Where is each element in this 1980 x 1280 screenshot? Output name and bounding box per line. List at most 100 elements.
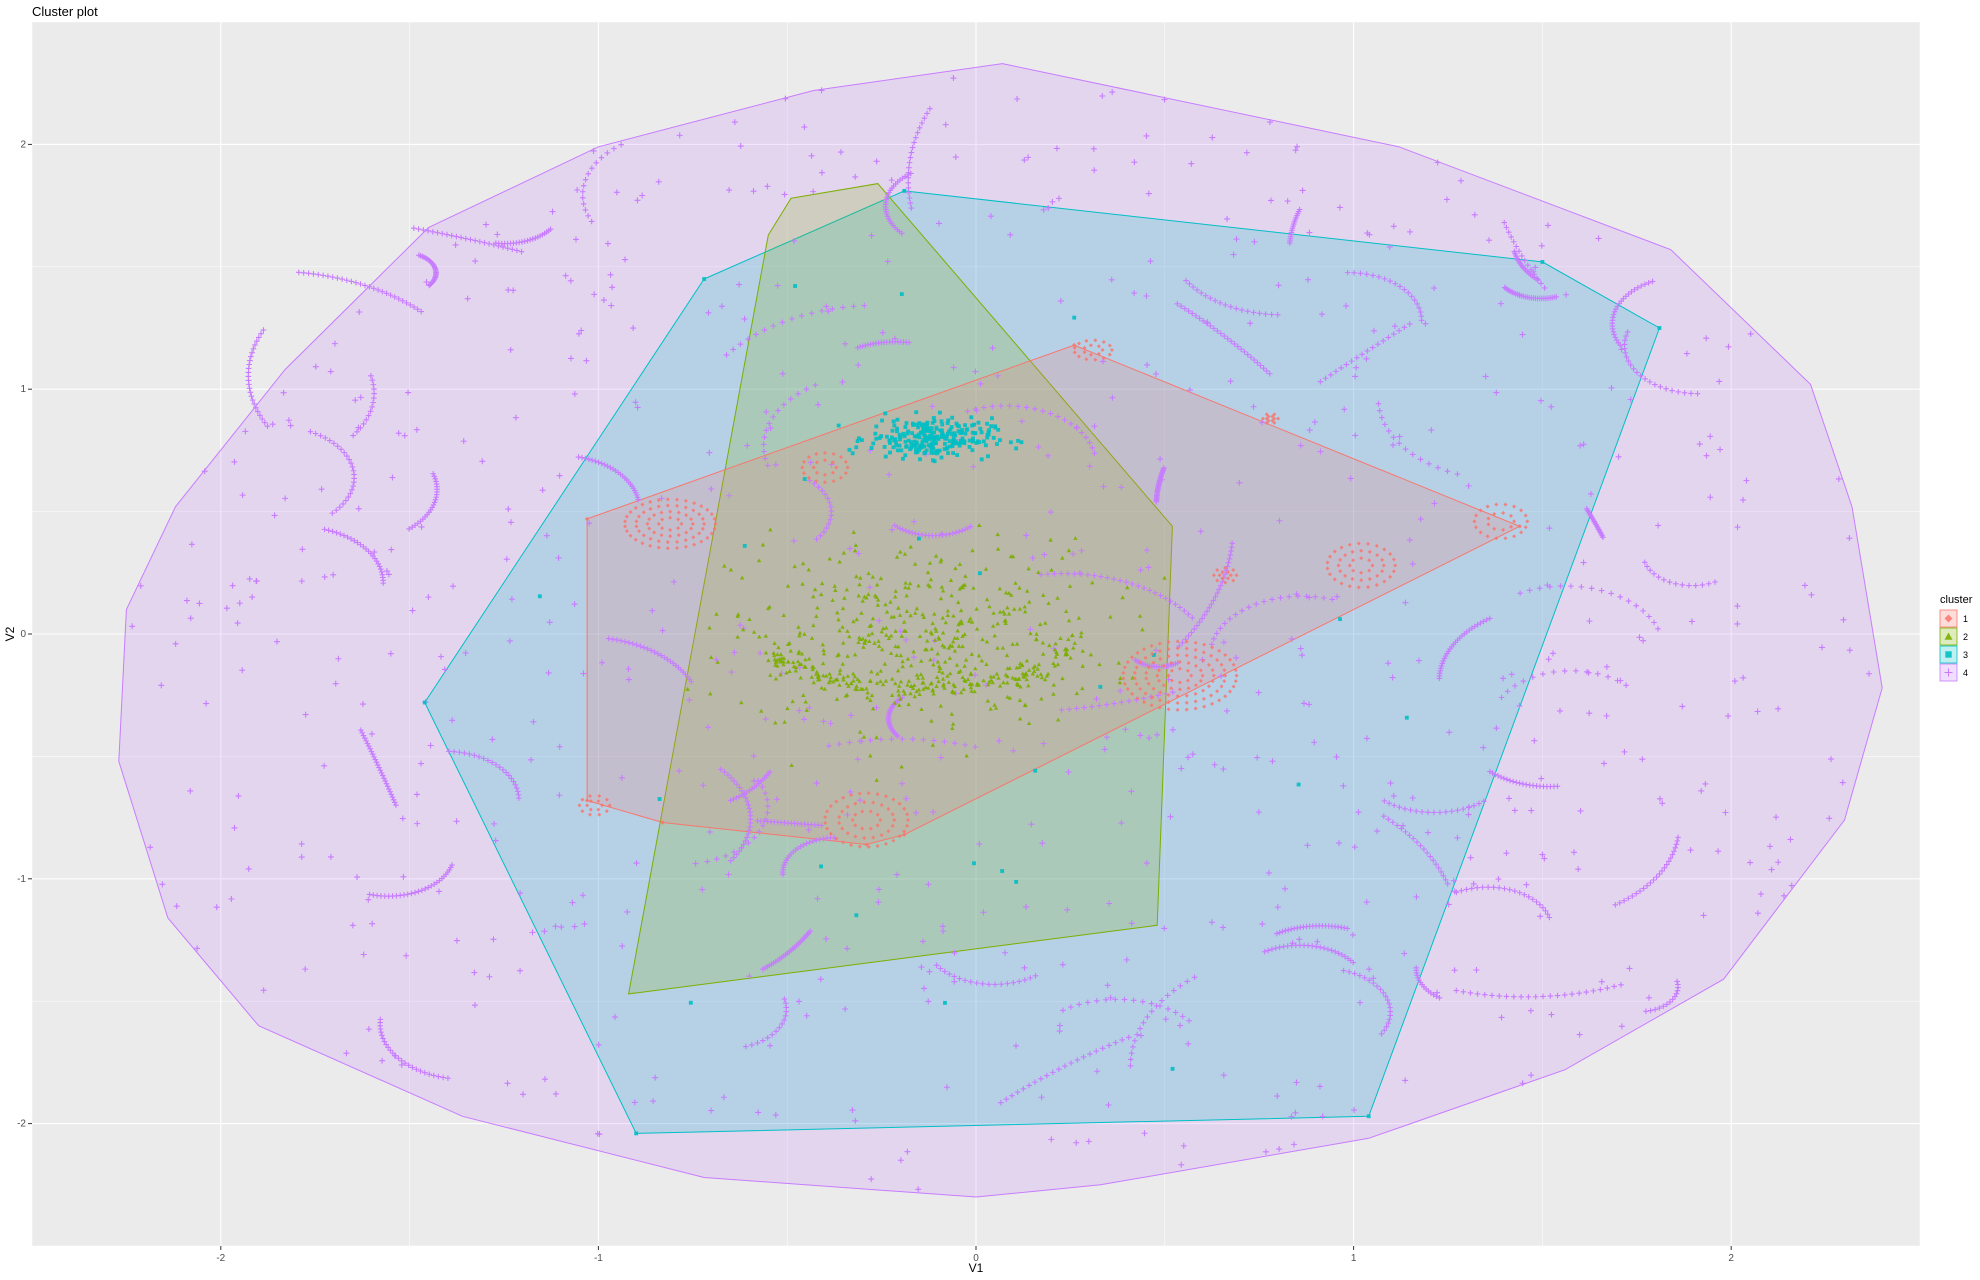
point-cluster-4 — [1647, 880, 1654, 886]
point-cluster-2 — [841, 677, 846, 682]
point-cluster-4 — [333, 507, 340, 514]
point-cluster-4 — [1508, 671, 1515, 678]
point-cluster-3 — [873, 431, 878, 436]
point-cluster-1 — [1350, 549, 1355, 554]
point-cluster-4 — [1687, 847, 1694, 854]
point-cluster-4 — [1390, 331, 1397, 337]
point-cluster-1 — [814, 470, 819, 475]
point-cluster-4 — [812, 382, 819, 388]
point-cluster-2 — [806, 656, 812, 661]
point-cluster-4 — [1641, 559, 1648, 566]
point-cluster-1 — [1276, 416, 1281, 421]
point-cluster-1 — [1138, 660, 1143, 665]
point-cluster-4 — [460, 438, 467, 445]
point-cluster-2 — [795, 659, 801, 664]
point-cluster-2 — [952, 648, 958, 653]
point-cluster-4 — [751, 834, 758, 841]
point-cluster-4 — [1635, 285, 1641, 291]
point-cluster-4 — [1197, 528, 1204, 535]
point-cluster-4 — [384, 783, 391, 790]
point-cluster-2 — [787, 669, 792, 674]
point-cluster-2 — [798, 661, 804, 666]
point-cluster-2 — [1117, 680, 1123, 685]
point-cluster-4 — [395, 1055, 402, 1062]
point-cluster-4 — [578, 327, 585, 334]
point-cluster-4 — [770, 323, 777, 329]
point-cluster-2 — [1020, 671, 1025, 676]
point-cluster-4 — [760, 1037, 766, 1044]
point-cluster-3 — [953, 439, 958, 444]
point-cluster-1 — [1157, 649, 1162, 654]
point-cluster-2 — [790, 699, 795, 704]
point-cluster-4 — [1454, 834, 1461, 841]
point-cluster-3 — [951, 435, 956, 440]
point-cluster-4 — [639, 192, 646, 199]
point-cluster-4 — [1055, 413, 1061, 420]
point-cluster-4 — [1454, 471, 1461, 477]
point-cluster-1 — [1523, 513, 1528, 518]
point-cluster-1 — [1338, 569, 1343, 574]
point-cluster-4 — [595, 1041, 602, 1048]
point-cluster-4 — [726, 492, 733, 499]
point-cluster-4 — [781, 401, 787, 408]
point-cluster-4 — [731, 849, 737, 855]
point-cluster-4 — [1058, 570, 1064, 577]
point-cluster-2 — [870, 706, 876, 711]
point-cluster-2 — [899, 633, 904, 638]
point-cluster-2 — [785, 583, 791, 588]
point-cluster-2 — [708, 691, 713, 696]
point-cluster-1 — [597, 812, 602, 817]
point-cluster-4 — [1129, 581, 1136, 587]
point-cluster-2 — [875, 671, 880, 676]
point-cluster-2 — [802, 631, 807, 636]
point-cluster-4 — [415, 226, 422, 232]
point-cluster-2 — [969, 619, 975, 624]
point-cluster-2 — [819, 685, 824, 690]
point-cluster-2 — [773, 676, 779, 681]
point-cluster-4 — [1093, 1048, 1100, 1054]
point-cluster-4 — [1377, 986, 1384, 993]
point-cluster-4 — [411, 304, 417, 310]
point-cluster-4 — [343, 277, 350, 284]
point-cluster-1 — [830, 460, 835, 465]
point-cluster-4 — [1010, 747, 1017, 754]
point-cluster-1 — [1150, 695, 1155, 700]
point-cluster-4 — [757, 650, 764, 657]
point-cluster-1 — [862, 835, 867, 840]
point-cluster-4 — [1041, 551, 1048, 558]
point-cluster-4 — [1715, 848, 1722, 855]
point-cluster-3 — [970, 439, 975, 444]
point-cluster-4 — [1274, 1093, 1281, 1100]
point-cluster-2 — [747, 617, 752, 622]
point-cluster-1 — [1382, 547, 1387, 552]
point-cluster-3 — [879, 434, 884, 439]
point-cluster-2 — [856, 640, 861, 645]
point-cluster-4 — [1224, 215, 1231, 222]
point-cluster-3 — [978, 426, 983, 431]
point-cluster-3 — [943, 436, 948, 441]
point-cluster-4 — [579, 195, 586, 201]
point-cluster-4 — [1032, 406, 1038, 412]
point-cluster-1 — [1082, 350, 1087, 355]
point-cluster-1 — [1222, 668, 1227, 673]
point-cluster-4 — [471, 969, 478, 976]
point-cluster-2 — [950, 726, 955, 731]
point-cluster-4 — [1167, 813, 1174, 820]
point-cluster-3 — [969, 415, 974, 420]
point-cluster-4 — [370, 381, 377, 388]
point-cluster-4 — [330, 571, 337, 578]
point-cluster-4 — [331, 440, 337, 447]
point-cluster-4 — [1627, 362, 1634, 368]
point-cluster-4 — [1375, 341, 1381, 347]
point-cluster-4 — [229, 582, 236, 589]
point-cluster-4 — [1586, 710, 1593, 717]
point-cluster-4 — [1147, 258, 1154, 265]
point-cluster-4 — [1686, 582, 1692, 589]
point-cluster-3 — [954, 421, 959, 426]
point-cluster-2 — [1090, 580, 1095, 585]
point-cluster-4 — [379, 772, 386, 779]
point-cluster-4 — [247, 389, 254, 396]
legend-key-marker — [1944, 614, 1953, 623]
point-cluster-4 — [1127, 1056, 1134, 1063]
point-cluster-4 — [594, 1130, 601, 1137]
